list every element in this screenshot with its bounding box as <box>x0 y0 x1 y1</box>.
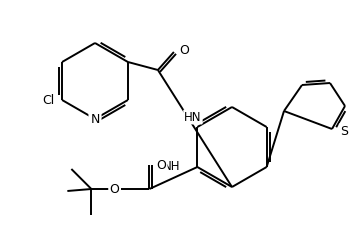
Text: O: O <box>156 159 166 172</box>
Text: O: O <box>109 183 120 196</box>
Text: N: N <box>90 113 100 126</box>
Text: HN: HN <box>184 111 202 124</box>
Text: S: S <box>340 125 348 138</box>
Text: NH: NH <box>163 159 180 172</box>
Text: Cl: Cl <box>42 94 54 107</box>
Text: O: O <box>179 44 189 57</box>
